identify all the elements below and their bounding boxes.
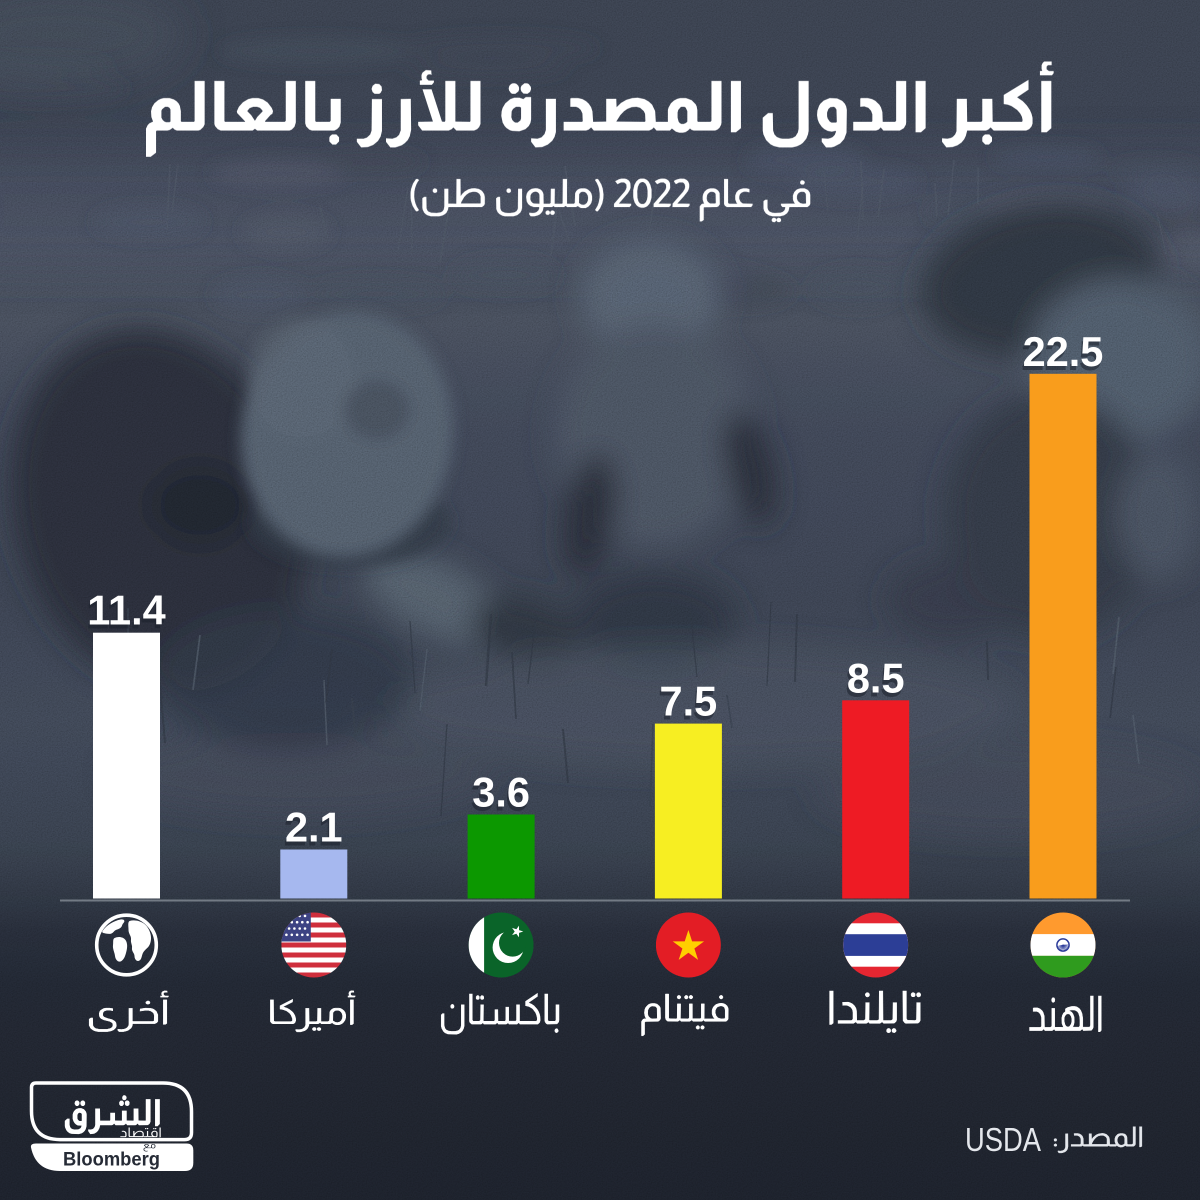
svg-text:7.5: 7.5 bbox=[658, 682, 716, 729]
svg-text:USDA: USDA bbox=[965, 1121, 1041, 1158]
svg-text:3.6: 3.6 bbox=[472, 769, 530, 816]
svg-text:22.5: 22.5 bbox=[1023, 328, 1104, 375]
svg-text:8.5: 8.5 bbox=[847, 654, 905, 701]
svg-text:8.5: 8.5 bbox=[845, 658, 903, 705]
svg-text:11.4: 11.4 bbox=[86, 591, 164, 638]
svg-text:3.6: 3.6 bbox=[471, 773, 529, 820]
svg-text:2.1: 2.1 bbox=[285, 804, 343, 851]
svg-text:11.4: 11.4 bbox=[87, 587, 165, 634]
svg-text:2.1: 2.1 bbox=[283, 808, 341, 855]
svg-text:7.5: 7.5 bbox=[660, 678, 718, 725]
svg-text:22.5: 22.5 bbox=[1021, 332, 1102, 379]
svg-text:Bloomberg: Bloomberg bbox=[63, 1149, 160, 1170]
